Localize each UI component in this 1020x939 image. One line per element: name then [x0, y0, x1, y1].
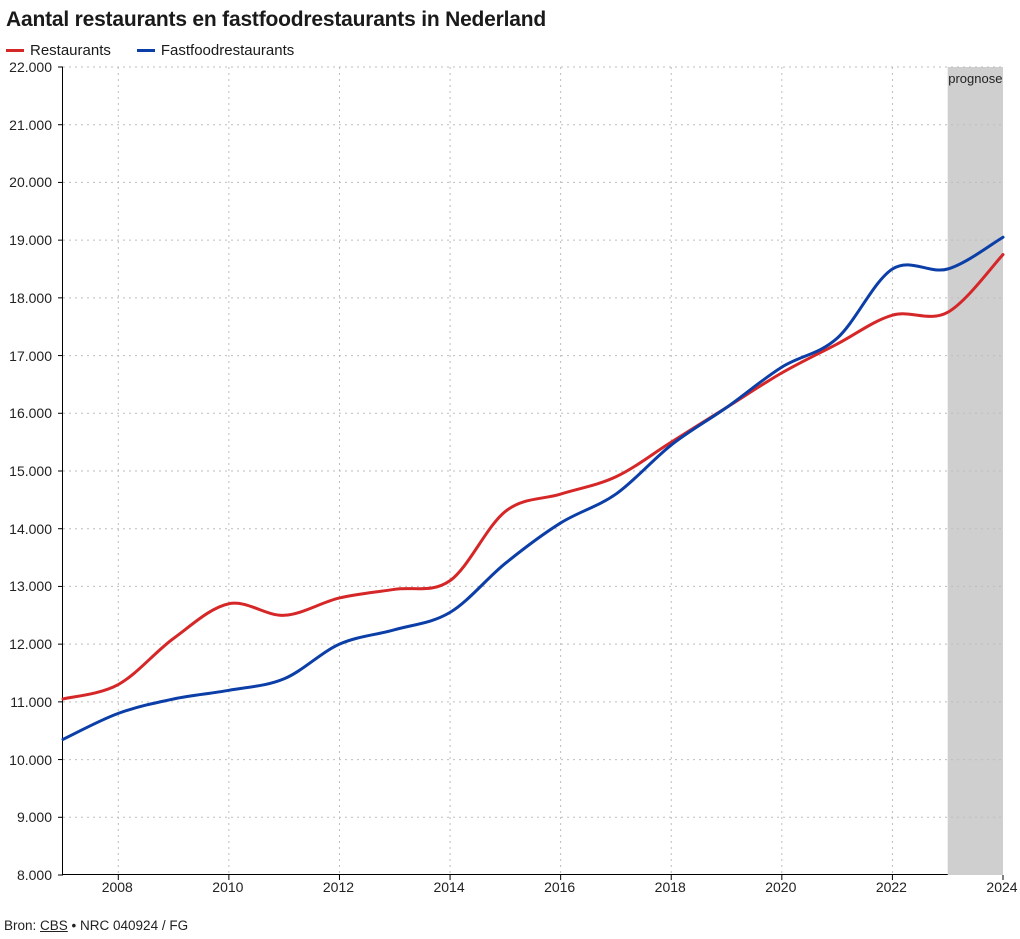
legend: Restaurants Fastfoodrestaurants [6, 42, 1008, 59]
legend-item-fastfood: Fastfoodrestaurants [137, 42, 294, 59]
source-suffix: • NRC 040924 / FG [68, 918, 188, 933]
x-tick-label: 2008 [102, 879, 133, 895]
y-tick-label: 20.000 [9, 174, 52, 190]
y-tick-label: 13.000 [9, 578, 52, 594]
x-tick-label: 2022 [876, 879, 907, 895]
y-axis: 8.000 9.000 10.000 11.000 12.000 13.000 14.000… [6, 67, 58, 887]
y-tick-label: 21.000 [9, 117, 52, 133]
series-line-fastfood [63, 237, 1003, 739]
source-line: Bron: CBS • NRC 040924 / FG [4, 918, 188, 933]
source-prefix: Bron: [4, 918, 40, 933]
x-tick-label: 2020 [765, 879, 796, 895]
legend-swatch-fastfood [137, 49, 155, 52]
legend-label-fastfood: Fastfoodrestaurants [161, 42, 294, 59]
y-tick-label: 11.000 [10, 694, 52, 710]
series-line-restaurants [63, 255, 1003, 699]
plot-area: prognose [62, 67, 1002, 875]
x-tick-label: 2016 [544, 879, 575, 895]
y-tick-label: 19.000 [9, 232, 52, 248]
y-tick-label: 17.000 [9, 348, 52, 364]
y-tick-label: 15.000 [9, 463, 52, 479]
legend-swatch-restaurants [6, 49, 24, 52]
legend-label-restaurants: Restaurants [30, 42, 111, 59]
x-axis: 200820102012201420162018202020222024 [62, 879, 1002, 901]
x-tick-label: 2014 [433, 879, 464, 895]
y-tick-label: 16.000 [9, 405, 52, 421]
y-tick-label: 18.000 [9, 290, 52, 306]
chart-area: 8.000 9.000 10.000 11.000 12.000 13.000 14.000… [6, 67, 1006, 887]
y-tick-label: 22.000 [9, 59, 52, 75]
x-tick-label: 2018 [655, 879, 686, 895]
y-tick-label: 14.000 [9, 521, 52, 537]
prognose-label: prognose [948, 71, 1002, 86]
source-link[interactable]: CBS [40, 918, 68, 933]
y-tick-label: 8.000 [17, 867, 52, 883]
x-tick-label: 2024 [986, 879, 1017, 895]
x-tick-label: 2010 [212, 879, 243, 895]
y-tick-label: 12.000 [9, 636, 52, 652]
y-tick-label: 10.000 [9, 752, 52, 768]
x-tick-label: 2012 [323, 879, 354, 895]
y-tick-label: 9.000 [17, 809, 52, 825]
legend-item-restaurants: Restaurants [6, 42, 111, 59]
chart-title: Aantal restaurants en fastfoodrestaurant… [6, 8, 1008, 32]
